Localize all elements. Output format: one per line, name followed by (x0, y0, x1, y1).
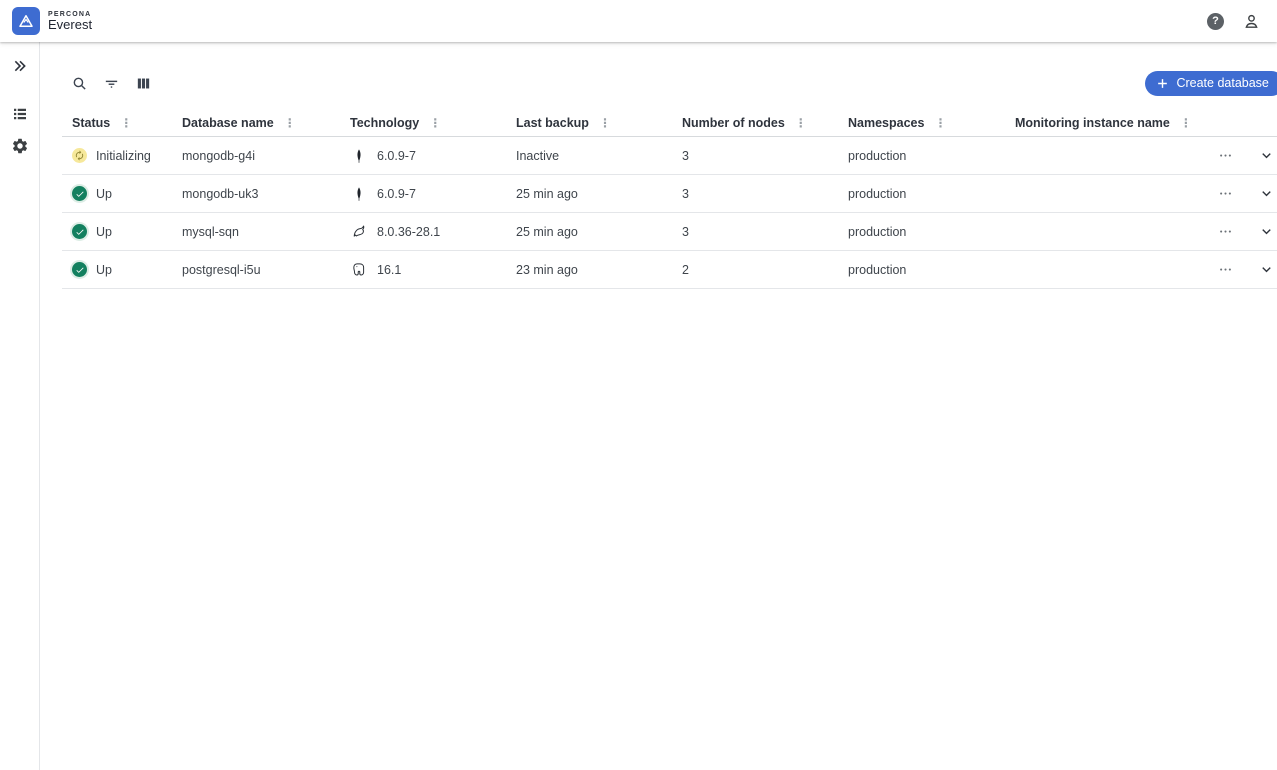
cell-last-backup: Inactive (516, 148, 560, 163)
column-menu-icon[interactable]: ⋮ (120, 115, 133, 130)
mongodb-icon (350, 147, 368, 165)
cell-namespaces: production (848, 224, 907, 239)
row-expand-chevron-down-icon[interactable] (1259, 224, 1274, 239)
column-menu-icon[interactable]: ⋮ (1179, 115, 1192, 130)
row-actions-icon[interactable] (1218, 262, 1233, 277)
cell-actions (1192, 186, 1277, 201)
cell-actions (1192, 148, 1277, 163)
status-label: Up (96, 262, 112, 277)
status-up-check-icon (72, 262, 87, 277)
column-menu-icon[interactable]: ⋮ (934, 115, 947, 130)
account-icon[interactable] (1242, 12, 1261, 31)
cell-database-name: postgresql-i5u (182, 262, 261, 277)
create-database-label: Create database (1176, 76, 1269, 90)
cell-technology: 16.1 (340, 261, 506, 279)
cell-database-name: mongodb-uk3 (182, 186, 259, 201)
cell-namespaces: production (848, 186, 907, 201)
table-row: Initializing mongodb-g4i 6.0.9-7 Inactiv… (62, 137, 1277, 175)
table-row: Up mysql-sqn 8.0.36-28.1 25 min ago 3 pr… (62, 213, 1277, 251)
row-expand-chevron-down-icon[interactable] (1259, 186, 1274, 201)
cell-namespaces: production (848, 148, 907, 163)
cell-number-of-nodes: 3 (682, 224, 689, 239)
sidebar-item-databases[interactable] (6, 100, 34, 128)
help-icon[interactable]: ? (1207, 12, 1224, 30)
row-actions-icon[interactable] (1218, 148, 1233, 163)
cell-database-name: mysql-sqn (182, 224, 239, 239)
column-header-namespaces[interactable]: Namespaces ⋮ (848, 115, 947, 130)
percona-logo-icon (12, 7, 40, 35)
row-actions-icon[interactable] (1218, 186, 1233, 201)
row-actions-icon[interactable] (1218, 224, 1233, 239)
databases-table: Status ⋮ Database name ⋮ Technology ⋮ Last … (62, 109, 1277, 289)
product-name: Everest (48, 16, 93, 32)
column-header-database-name[interactable]: Database name ⋮ (182, 115, 296, 130)
sidebar-expand-icon[interactable] (6, 52, 34, 80)
cell-technology: 6.0.9-7 (340, 185, 506, 203)
postgresql-icon (350, 261, 368, 279)
cell-status: Up (62, 224, 172, 239)
status-label: Up (96, 224, 112, 239)
cell-status: Up (62, 262, 172, 277)
cell-status: Up (62, 186, 172, 201)
row-expand-chevron-down-icon[interactable] (1259, 262, 1274, 277)
column-menu-icon[interactable]: ⋮ (429, 115, 442, 130)
cell-last-backup: 25 min ago (516, 224, 578, 239)
table-row: Up mongodb-uk3 6.0.9-7 25 min ago 3 prod… (62, 175, 1277, 213)
row-expand-chevron-down-icon[interactable] (1259, 148, 1274, 163)
status-label: Initializing (96, 148, 151, 163)
cell-last-backup: 25 min ago (516, 186, 578, 201)
technology-version: 6.0.9-7 (377, 148, 416, 163)
filter-icon[interactable] (98, 70, 124, 96)
status-label: Up (96, 186, 112, 201)
cell-number-of-nodes: 3 (682, 186, 689, 201)
column-header-monitoring-instance-name[interactable]: Monitoring instance name ⋮ (1015, 115, 1192, 130)
plus-icon (1156, 77, 1169, 90)
main-content: Create database Status ⋮ Database name ⋮ T… (40, 42, 1277, 770)
columns-icon[interactable] (130, 70, 156, 96)
cell-technology: 8.0.36-28.1 (340, 223, 506, 241)
cell-number-of-nodes: 2 (682, 262, 689, 277)
cell-number-of-nodes: 3 (682, 148, 689, 163)
technology-version: 16.1 (377, 262, 402, 277)
table-toolbar: Create database (62, 68, 1277, 98)
create-database-button[interactable]: Create database (1145, 70, 1277, 96)
column-menu-icon[interactable]: ⋮ (283, 115, 296, 130)
column-header-status[interactable]: Status ⋮ (72, 115, 133, 130)
cell-namespaces: production (848, 262, 907, 277)
mysql-icon (350, 223, 368, 241)
cell-last-backup: 23 min ago (516, 262, 578, 277)
search-icon[interactable] (66, 70, 92, 96)
column-menu-icon[interactable]: ⋮ (794, 115, 807, 130)
table-header-row: Status ⋮ Database name ⋮ Technology ⋮ Last … (62, 109, 1277, 137)
status-up-check-icon (72, 186, 87, 201)
cell-actions (1192, 262, 1277, 277)
status-initializing-icon (72, 148, 87, 163)
table-row: Up postgresql-i5u 16.1 23 min ago 2 prod… (62, 251, 1277, 289)
brand: PERCONA Everest (12, 7, 92, 35)
cell-database-name: mongodb-g4i (182, 148, 255, 163)
top-app-bar: PERCONA Everest ? (0, 0, 1277, 42)
column-menu-icon[interactable]: ⋮ (598, 115, 611, 130)
column-header-technology[interactable]: Technology ⋮ (350, 115, 442, 130)
column-header-last-backup[interactable]: Last backup ⋮ (516, 115, 611, 130)
sidebar-item-settings[interactable] (6, 132, 34, 160)
technology-version: 8.0.36-28.1 (377, 224, 441, 239)
status-up-check-icon (72, 224, 87, 239)
mongodb-icon (350, 185, 368, 203)
cell-status: Initializing (62, 148, 172, 163)
cell-actions (1192, 224, 1277, 239)
brand-name: PERCONA (48, 10, 92, 18)
column-header-number-of-nodes[interactable]: Number of nodes ⋮ (682, 115, 807, 130)
technology-version: 6.0.9-7 (377, 186, 416, 201)
cell-technology: 6.0.9-7 (340, 147, 506, 165)
left-sidebar (0, 42, 40, 770)
